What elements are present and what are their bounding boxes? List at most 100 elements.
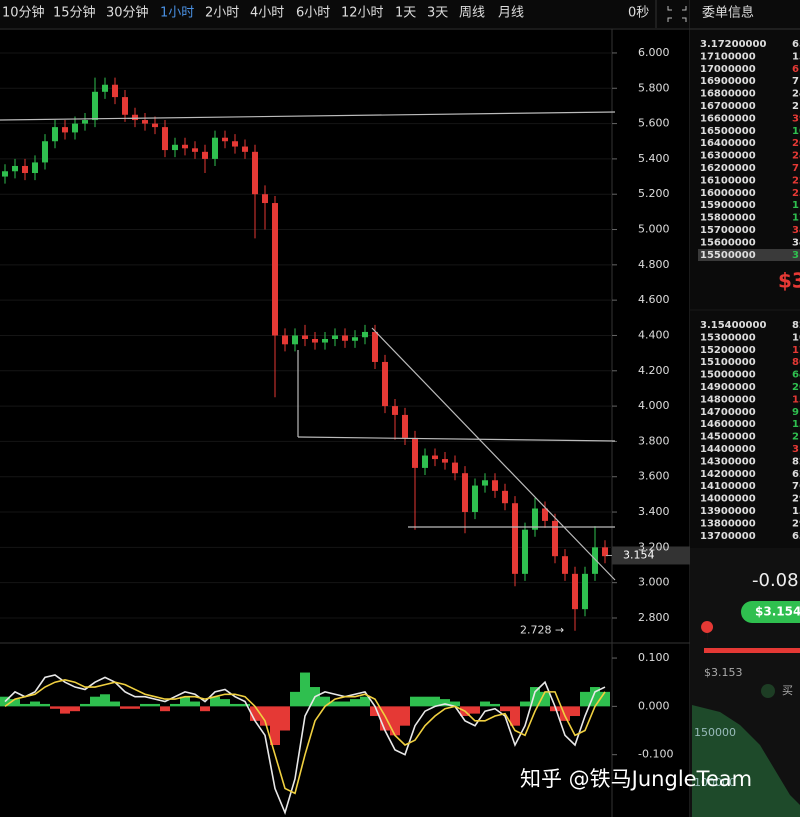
candle-body bbox=[602, 547, 608, 557]
book-qty: 23 bbox=[792, 188, 800, 199]
macd-bar bbox=[220, 699, 230, 707]
y-tick-label: 4.200 bbox=[638, 364, 670, 377]
macd-bar bbox=[120, 706, 130, 709]
book-price: 14500000 bbox=[700, 432, 756, 443]
depth-tick: 100000 bbox=[694, 776, 736, 789]
macd-bar bbox=[330, 701, 340, 707]
macd-bar bbox=[480, 701, 490, 707]
interval-tab[interactable]: 6小时 bbox=[296, 6, 330, 21]
book-qty: 20 bbox=[792, 138, 800, 149]
macd-bar bbox=[420, 696, 430, 707]
candle-body bbox=[32, 162, 38, 174]
candle-body bbox=[172, 144, 178, 151]
interval-tab[interactable]: 1天 bbox=[395, 6, 416, 21]
slider-handle[interactable] bbox=[701, 621, 714, 643]
book-qty: 21 bbox=[792, 101, 800, 112]
macd-bar bbox=[20, 703, 30, 707]
book-qty: 9 bbox=[792, 407, 799, 418]
interval-tab[interactable]: 1小时 bbox=[160, 6, 194, 21]
book-qty: 80 bbox=[792, 357, 800, 368]
book-qty: 82 bbox=[792, 456, 800, 467]
book-qty: 7 bbox=[792, 163, 799, 174]
macd-bar bbox=[210, 696, 220, 707]
book-qty: 10 bbox=[792, 126, 800, 137]
candle-body bbox=[112, 84, 118, 98]
macd-bar bbox=[360, 696, 370, 707]
book-price: 14600000 bbox=[700, 419, 756, 430]
candle-body bbox=[352, 337, 358, 341]
macd-bar bbox=[30, 701, 40, 707]
candle-body bbox=[332, 335, 338, 340]
interval-tab[interactable]: 4小时 bbox=[250, 6, 284, 21]
candle-body bbox=[162, 127, 168, 151]
candle-body bbox=[92, 91, 98, 121]
candle-body bbox=[102, 84, 108, 92]
macd-bar bbox=[200, 706, 210, 712]
slider-track[interactable] bbox=[704, 648, 800, 653]
macd-bar bbox=[520, 701, 530, 707]
book-qty: 29 bbox=[792, 494, 800, 505]
book-price: 13800000 bbox=[700, 518, 756, 529]
price-button-label[interactable]: $3.154 bbox=[755, 605, 800, 619]
book-price: 17000000 bbox=[700, 64, 756, 75]
toolbar bbox=[0, 0, 690, 28]
candle-body bbox=[212, 137, 218, 159]
book-price: 14100000 bbox=[700, 481, 756, 492]
macd-bar bbox=[290, 691, 300, 707]
candle-body bbox=[382, 361, 388, 407]
depth-tick: 150000 bbox=[694, 726, 736, 739]
order-book-title: 委单信息 bbox=[702, 5, 754, 21]
macd-bar bbox=[570, 706, 580, 717]
candle-body bbox=[192, 148, 198, 152]
macd-line bbox=[4, 674, 606, 816]
macd-bar bbox=[590, 687, 600, 707]
fullscreen-icon[interactable] bbox=[667, 6, 687, 22]
macd-bar bbox=[500, 706, 510, 712]
interval-tab[interactable]: 月线 bbox=[498, 6, 524, 21]
candle-body bbox=[22, 165, 28, 174]
candle-body bbox=[302, 335, 308, 340]
book-qty: 65 bbox=[792, 39, 800, 50]
candle-body bbox=[12, 165, 18, 172]
interval-tab[interactable]: 3天 bbox=[427, 6, 448, 21]
candle-body bbox=[152, 123, 158, 128]
y-tick-label: 5.800 bbox=[638, 81, 670, 94]
ask-highlight bbox=[698, 249, 800, 261]
book-qty: 62 bbox=[792, 469, 800, 480]
candle-body bbox=[462, 473, 468, 513]
y-tick-label: 4.800 bbox=[638, 258, 670, 271]
macd-bar bbox=[90, 696, 100, 707]
macd-bar bbox=[350, 699, 360, 707]
timer: 0秒 bbox=[628, 6, 649, 21]
candle-body bbox=[482, 480, 488, 486]
interval-tab[interactable]: 30分钟 bbox=[106, 5, 149, 21]
macd-bar bbox=[560, 706, 570, 721]
macd-bar bbox=[470, 706, 480, 714]
book-qty: 21 bbox=[792, 432, 800, 443]
book-price: 14200000 bbox=[700, 469, 756, 480]
book-price: 16200000 bbox=[700, 163, 756, 174]
y-tick-label: 3.200 bbox=[638, 540, 670, 553]
book-price: 16700000 bbox=[700, 101, 756, 112]
interval-tab[interactable]: 2小时 bbox=[205, 6, 239, 21]
macd-bar bbox=[260, 706, 270, 726]
candle-body bbox=[372, 331, 378, 362]
interval-tab[interactable]: 周线 bbox=[459, 6, 485, 21]
macd-bar bbox=[80, 703, 90, 707]
price-button[interactable] bbox=[741, 601, 800, 623]
book-price: 15600000 bbox=[700, 237, 756, 248]
y-tick-label: 5.400 bbox=[638, 152, 670, 165]
y-tick-label: 3.800 bbox=[638, 434, 670, 447]
macd-bar bbox=[250, 706, 260, 721]
book-price: 15900000 bbox=[700, 200, 756, 211]
candle-body bbox=[2, 171, 8, 177]
book-qty: 24 bbox=[792, 151, 800, 162]
interval-tab[interactable]: 10分钟 bbox=[2, 5, 45, 21]
trendline bbox=[0, 111, 616, 121]
interval-tab[interactable]: 12小时 bbox=[341, 6, 384, 21]
macd-bar bbox=[340, 701, 350, 707]
book-price: 13900000 bbox=[700, 506, 756, 517]
last-price-box bbox=[612, 546, 690, 565]
interval-tab[interactable]: 15分钟 bbox=[53, 5, 96, 21]
